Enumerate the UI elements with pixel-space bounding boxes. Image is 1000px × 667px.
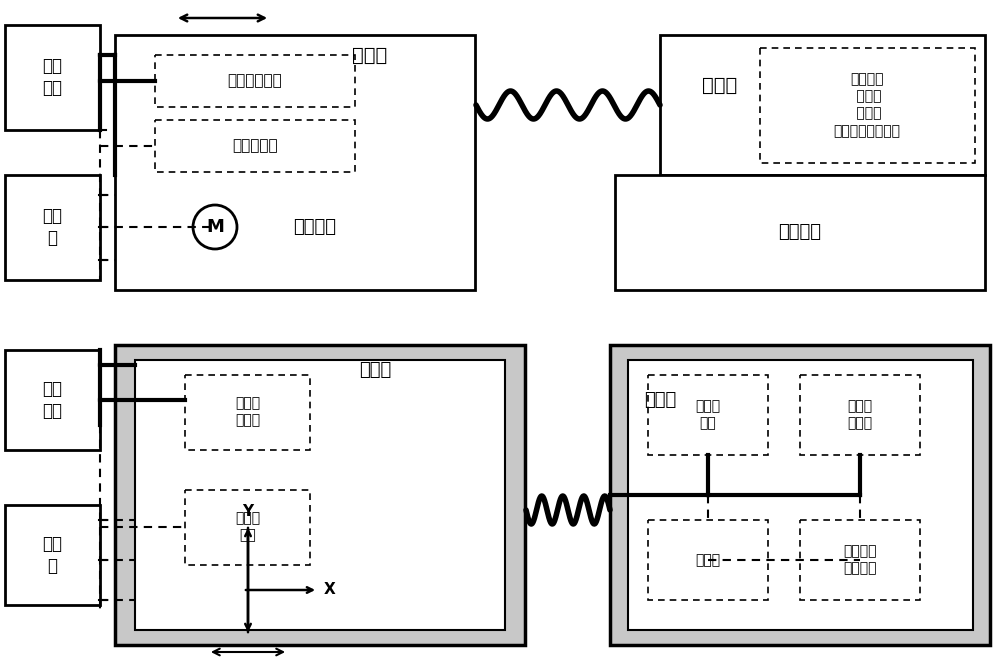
Bar — [5, 175, 100, 280]
Bar — [648, 520, 768, 600]
Text: 加速度计
 陀螺仪
 蓄电池
数据采集存储设备: 加速度计 陀螺仪 蓄电池 数据采集存储设备 — [834, 72, 900, 138]
Text: 三轴加速度计: 三轴加速度计 — [228, 73, 282, 89]
Bar — [610, 345, 990, 645]
Text: 数据采集
存储设备: 数据采集 存储设备 — [843, 544, 877, 576]
Bar — [115, 345, 525, 645]
Text: M: M — [206, 218, 224, 236]
Text: 配电
设备: 配电 设备 — [42, 57, 62, 97]
Text: 三轴陀
螺仪: 三轴陀 螺仪 — [695, 400, 721, 431]
Bar — [185, 375, 310, 450]
Text: 配电
设备: 配电 设备 — [42, 380, 62, 420]
Text: 平台舱: 平台舱 — [359, 361, 391, 379]
Bar — [155, 120, 355, 172]
Bar — [155, 55, 355, 107]
Text: X: X — [324, 582, 336, 598]
Text: 三轴陀
螺仪: 三轴陀 螺仪 — [235, 512, 261, 543]
Text: 三轴陀螺仪: 三轴陀螺仪 — [232, 139, 278, 153]
Text: 蓄电池: 蓄电池 — [695, 553, 721, 567]
Text: Y: Y — [242, 504, 254, 520]
Bar — [5, 505, 100, 605]
Text: 载荷舱: 载荷舱 — [644, 391, 676, 409]
Text: 三轴加
速度计: 三轴加 速度计 — [847, 400, 873, 431]
Bar — [5, 25, 100, 130]
Bar — [628, 360, 973, 630]
Bar — [760, 48, 975, 163]
Text: 计算
机: 计算 机 — [42, 535, 62, 575]
Text: 驱动电机: 驱动电机 — [294, 218, 336, 236]
Bar — [185, 490, 310, 565]
Text: 载荷舱: 载荷舱 — [702, 75, 738, 95]
Bar — [615, 175, 985, 290]
Text: 气浮平台: 气浮平台 — [778, 223, 822, 241]
Bar — [800, 520, 920, 600]
Text: 三轴加
速度计: 三轴加 速度计 — [235, 396, 261, 428]
Bar — [800, 375, 920, 455]
Bar — [135, 360, 505, 630]
Bar — [660, 35, 985, 175]
Text: 平台舱: 平台舱 — [352, 45, 388, 65]
Bar — [5, 350, 100, 450]
Bar — [648, 375, 768, 455]
Bar — [115, 35, 475, 290]
Text: 计算
机: 计算 机 — [42, 207, 62, 247]
